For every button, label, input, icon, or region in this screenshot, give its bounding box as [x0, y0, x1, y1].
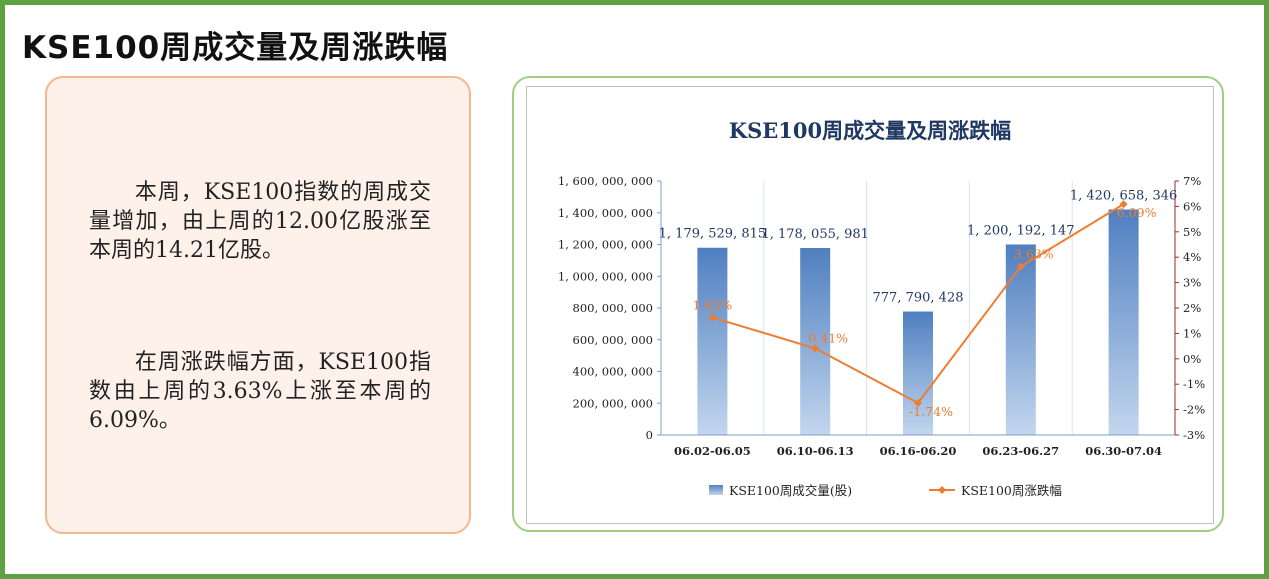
right-tick-label: 5%: [1183, 225, 1201, 239]
bar-data-label: 777, 790, 428: [873, 291, 964, 306]
left-tick-label: 400, 000, 000: [573, 365, 653, 379]
legend-bar-swatch: [709, 485, 723, 495]
left-tick-label: 1, 200, 000, 000: [558, 238, 653, 252]
bar-volume: [800, 247, 831, 435]
x-tick-label: 06.16-06.20: [880, 444, 957, 458]
line-point-marker: [811, 344, 820, 353]
page-title: KSE100周成交量及周涨跌幅: [22, 30, 449, 66]
bar-data-label: 1, 200, 192, 147: [967, 223, 1075, 238]
right-tick-label: -2%: [1183, 403, 1205, 417]
right-tick-label: 2%: [1183, 301, 1201, 315]
bar-data-label: 1, 179, 529, 815: [659, 227, 767, 242]
x-tick-label: 06.23-06.27: [982, 444, 1059, 458]
x-tick-label: 06.30-07.04: [1085, 444, 1162, 458]
x-tick-label: 06.10-06.13: [777, 444, 854, 458]
line-point-marker: [1119, 200, 1128, 209]
line-data-label: 6.09%: [1117, 205, 1157, 220]
right-tick-label: 3%: [1183, 276, 1201, 290]
bar-data-label: 1, 420, 658, 346: [1070, 188, 1178, 203]
chart-title: KSE100周成交量及周涨跌幅: [729, 118, 1011, 143]
right-tick-label: -3%: [1183, 428, 1205, 442]
line-point-marker: [914, 398, 922, 407]
summary-text-change: 在周涨跌幅方面，KSE100指数由上周的3.63%上涨至本周的6.09%。: [89, 350, 431, 433]
x-tick-label: 06.02-06.05: [674, 444, 751, 458]
line-point-marker: [1016, 262, 1025, 271]
left-tick-label: 200, 000, 000: [573, 396, 653, 410]
summary-paragraph-volume: 本周，KSE100指数的周成交量增加，由上周的12.00亿股涨至本周的14.21…: [89, 178, 431, 265]
right-tick-label: 0%: [1183, 352, 1201, 366]
right-tick-label: 4%: [1183, 250, 1201, 264]
right-tick-label: 6%: [1183, 199, 1201, 213]
summary-text-volume: 本周，KSE100指数的周成交量增加，由上周的12.00亿股涨至本周的14.21…: [89, 180, 431, 263]
right-tick-label: -1%: [1183, 377, 1205, 391]
bar-data-label: 1, 178, 055, 981: [761, 227, 869, 242]
right-tick-label: 1%: [1183, 326, 1201, 340]
summary-paragraph-change: 在周涨跌幅方面，KSE100指数由上周的3.63%上涨至本周的6.09%。: [89, 348, 431, 435]
legend-line-label: KSE100周涨跌幅: [961, 483, 1062, 498]
left-tick-label: 1, 000, 000, 000: [558, 269, 653, 283]
left-tick-label: 0: [646, 428, 653, 442]
combo-chart: KSE100周成交量及周涨跌幅 0 200, 000, 000 400, 000, …: [558, 118, 1205, 498]
legend-line-marker: [938, 486, 946, 494]
line-data-label: 0.41%: [808, 330, 848, 345]
legend-bar-label: KSE100周成交量(股): [729, 483, 852, 498]
line-data-label: -1.74%: [909, 404, 953, 419]
bar-volume: [1108, 209, 1139, 435]
chart-card: KSE100周成交量及周涨跌幅 0 200, 000, 000 400, 000, …: [512, 76, 1224, 532]
bar-volume: [1005, 244, 1036, 435]
line-point-marker: [708, 313, 717, 322]
line-data-label: 3.63%: [1014, 247, 1054, 262]
bar-volume: [903, 311, 933, 435]
line-data-label: 1.63%: [693, 297, 733, 312]
left-tick-label: 800, 000, 000: [573, 301, 653, 315]
bar-volume: [697, 247, 728, 435]
left-tick-label: 600, 000, 000: [573, 333, 653, 347]
left-tick-label: 1, 400, 000, 000: [558, 206, 653, 220]
summary-card: 本周，KSE100指数的周成交量增加，由上周的12.00亿股涨至本周的14.21…: [45, 76, 471, 534]
right-tick-label: 7%: [1183, 174, 1201, 188]
chart-panel: KSE100周成交量及周涨跌幅 0 200, 000, 000 400, 000, …: [526, 86, 1214, 524]
left-tick-label: 1, 600, 000, 000: [558, 174, 653, 188]
